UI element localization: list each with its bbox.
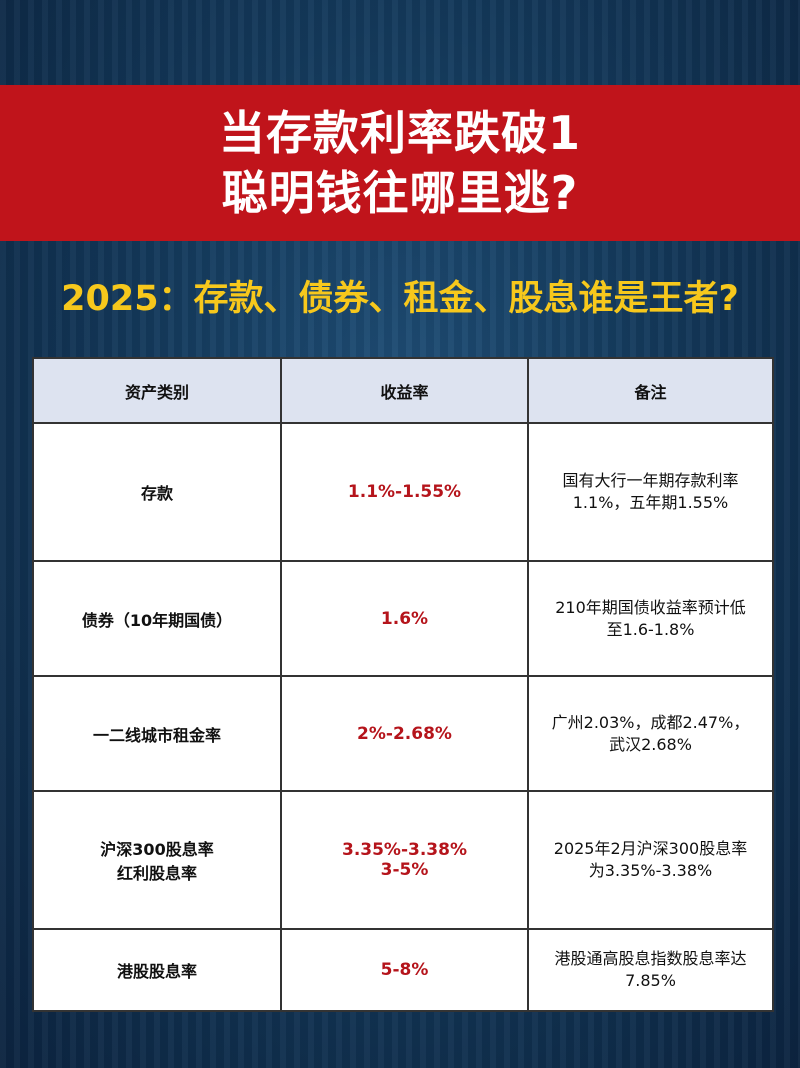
header-category: 资产类别: [32, 357, 282, 424]
header-note: 备注: [527, 357, 774, 424]
yield-table: 资产类别 收益率 备注 存款 1.1%-1.55% 国有大行一年期存款利率1.1%，…: [32, 357, 774, 1012]
rate-cell: 3.35%-3.38% 3-5%: [280, 790, 529, 930]
note-cell: 210年期国债收益率预计低至1.6-1.8%: [527, 560, 774, 677]
category-cell: 债券（10年期国债）: [32, 560, 282, 677]
table-row: 港股股息率 5-8% 港股通高股息指数股息率达7.85%: [32, 928, 774, 1012]
rate-cell: 2%-2.68%: [280, 675, 529, 792]
category-cell: 存款: [32, 422, 282, 562]
table-row: 存款 1.1%-1.55% 国有大行一年期存款利率1.1%，五年期1.55%: [32, 422, 774, 562]
header-rate: 收益率: [280, 357, 529, 424]
table-row: 一二线城市租金率 2%-2.68% 广州2.03%，成都2.47%，武汉2.68%: [32, 675, 774, 792]
title-banner: 当存款利率跌破1 聪明钱往哪里逃?: [0, 85, 800, 241]
note-cell: 2025年2月沪深300股息率为3.35%-3.38%: [527, 790, 774, 930]
rate-cell: 5-8%: [280, 928, 529, 1012]
title-line-1: 当存款利率跌破1: [218, 106, 581, 160]
rate-cell: 1.6%: [280, 560, 529, 677]
category-cell: 港股股息率: [32, 928, 282, 1012]
note-cell: 港股通高股息指数股息率达7.85%: [527, 928, 774, 1012]
table-row: 沪深300股息率 红利股息率 3.35%-3.38% 3-5% 2025年2月沪深3…: [32, 790, 774, 930]
note-cell: 国有大行一年期存款利率1.1%，五年期1.55%: [527, 422, 774, 562]
note-cell: 广州2.03%，成都2.47%，武汉2.68%: [527, 675, 774, 792]
category-cell: 沪深300股息率 红利股息率: [32, 790, 282, 930]
table-row: 债券（10年期国债） 1.6% 210年期国债收益率预计低至1.6-1.8%: [32, 560, 774, 677]
subtitle: 2025：存款、债券、租金、股息谁是王者?: [61, 279, 739, 319]
rate-cell: 1.1%-1.55%: [280, 422, 529, 562]
category-cell: 一二线城市租金率: [32, 675, 282, 792]
title-line-2: 聪明钱往哪里逃?: [221, 166, 579, 220]
